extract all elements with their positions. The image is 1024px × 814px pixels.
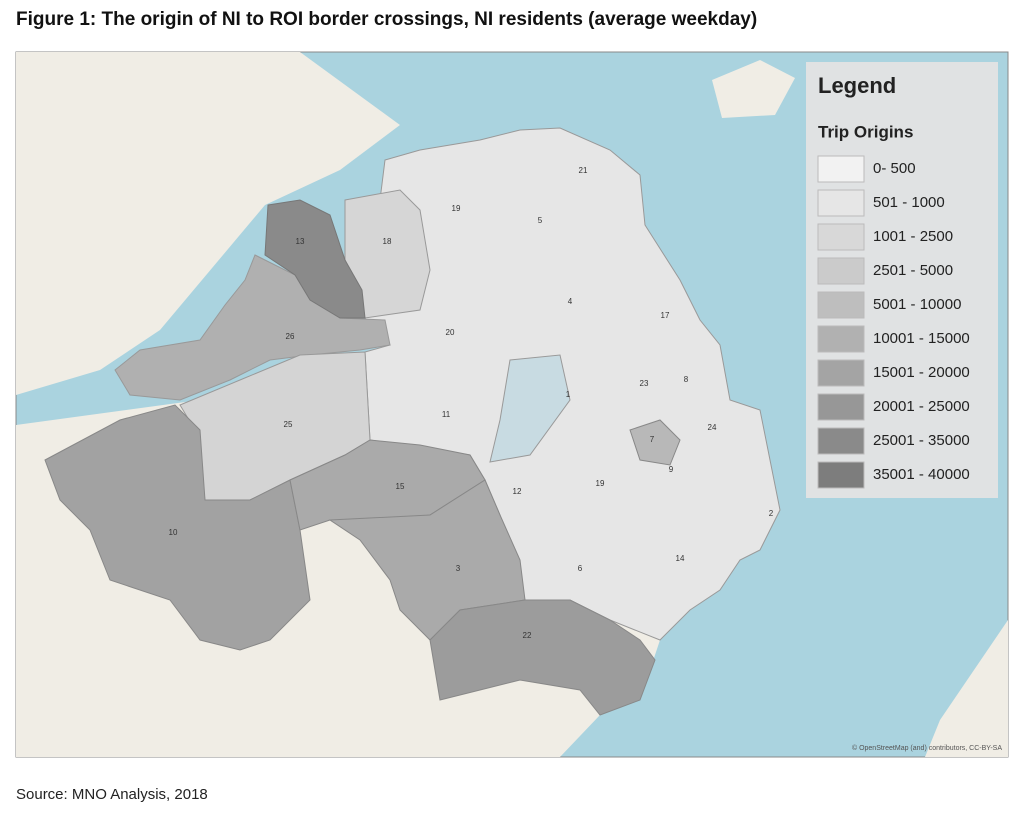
region-label: 19 xyxy=(596,479,605,488)
legend-label: 0- 500 xyxy=(873,160,916,177)
region-label: 7 xyxy=(650,435,655,444)
land xyxy=(16,52,400,395)
region-labels: 21 19 5 13 18 4 17 26 20 1 23 8 11 25 7 24 9 15 19 12 2 10 3 6 1… xyxy=(169,166,774,640)
legend-label: 5001 - 10000 xyxy=(873,296,961,313)
legend-swatch xyxy=(817,291,865,319)
legend-label: 501 - 1000 xyxy=(873,194,945,211)
source: Source: MNO Analysis, 2018 xyxy=(16,786,208,803)
region-label: 22 xyxy=(523,631,532,640)
legend-title: Legend xyxy=(818,73,896,98)
legend-swatch xyxy=(817,427,865,455)
region-label: 5 xyxy=(538,216,543,225)
region xyxy=(114,254,391,401)
land xyxy=(925,620,1008,757)
region-label: 3 xyxy=(456,564,461,573)
legend-swatch xyxy=(817,257,865,285)
legend-swatch xyxy=(817,155,865,183)
region-label: 19 xyxy=(452,204,461,213)
region-label: 13 xyxy=(296,237,305,246)
region-label: 2 xyxy=(769,509,774,518)
legend-label: 20001 - 25000 xyxy=(873,398,970,415)
region-label: 12 xyxy=(513,487,522,496)
map: 21 19 5 13 18 4 17 26 20 1 23 8 11 25 7 24 9 15 19 12 2 10 3 6 1… xyxy=(15,51,1009,758)
legend-swatch xyxy=(817,393,865,421)
legend-swatch xyxy=(817,461,865,489)
legend-swatch xyxy=(817,359,865,387)
region xyxy=(629,419,681,466)
region-label: 14 xyxy=(676,554,685,563)
region-label: 18 xyxy=(383,237,392,246)
region-label: 10 xyxy=(169,528,178,537)
region-label: 4 xyxy=(568,297,573,306)
legend-label: 25001 - 35000 xyxy=(873,432,970,449)
region-label: 6 xyxy=(578,564,583,573)
legend: Legend Trip Origins 0- 500 501 - 1000 1001… xyxy=(806,62,998,498)
legend-label: 2501 - 5000 xyxy=(873,262,953,279)
region-label: 15 xyxy=(396,482,405,491)
legend-label: 10001 - 15000 xyxy=(873,330,970,347)
legend-subtitle: Trip Origins xyxy=(818,122,913,141)
region-label: 20 xyxy=(446,328,455,337)
attribution: © OpenStreetMap (and) contributors, CC-B… xyxy=(852,744,1002,752)
legend-label: 1001 - 2500 xyxy=(873,228,953,245)
figure-title: Figure 1: The origin of NI to ROI border… xyxy=(16,9,757,30)
legend-swatch xyxy=(817,325,865,353)
region-label: 21 xyxy=(579,166,588,175)
region-label: 25 xyxy=(284,420,293,429)
lough xyxy=(489,354,571,463)
legend-label: 15001 - 20000 xyxy=(873,364,970,381)
region-label: 11 xyxy=(442,410,451,419)
land xyxy=(712,60,795,118)
legend-swatch xyxy=(817,223,865,251)
region-label: 23 xyxy=(640,379,649,388)
legend-label: 35001 - 40000 xyxy=(873,466,970,483)
region-label: 1 xyxy=(566,390,571,399)
region-label: 17 xyxy=(661,311,670,320)
region xyxy=(264,199,366,319)
region xyxy=(44,404,311,651)
region-label: 26 xyxy=(286,332,295,341)
region-label: 9 xyxy=(669,465,674,474)
legend-swatch xyxy=(817,189,865,217)
region-label: 24 xyxy=(708,423,717,432)
region-label: 8 xyxy=(684,375,689,384)
region xyxy=(429,599,656,716)
